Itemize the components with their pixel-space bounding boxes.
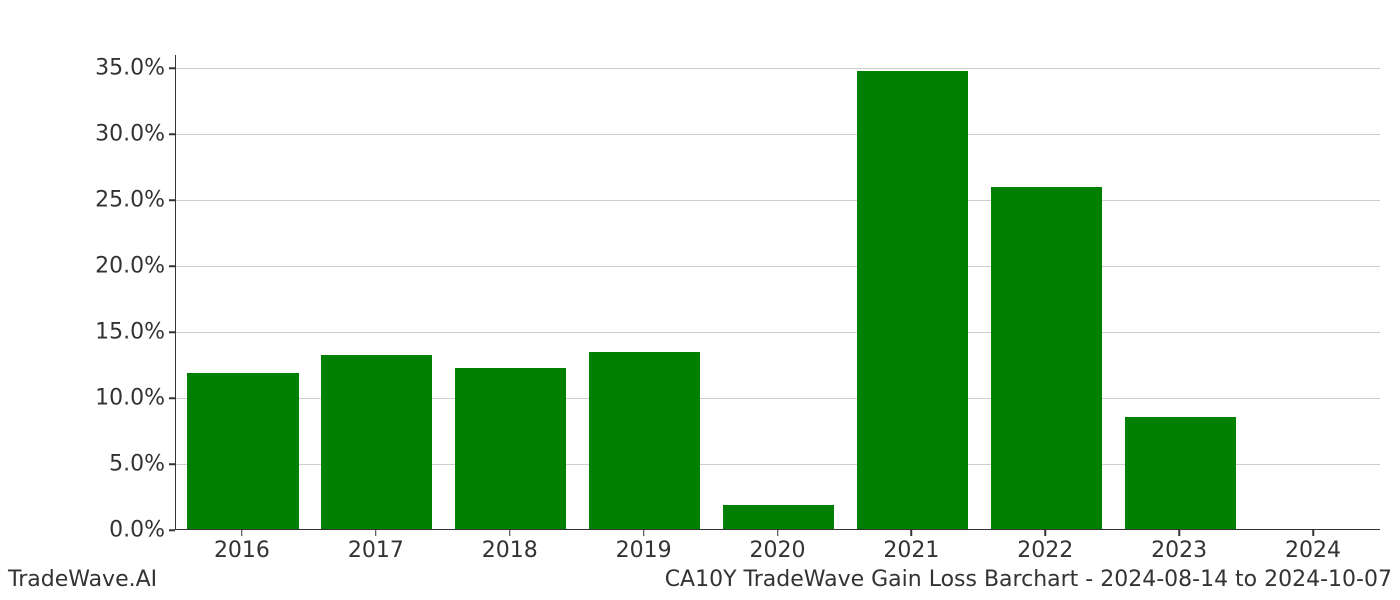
- x-tick-label: 2016: [214, 538, 270, 563]
- x-tick-label: 2023: [1151, 538, 1207, 563]
- bar: [1125, 417, 1236, 529]
- bar: [321, 355, 432, 529]
- x-tick-mark: [241, 530, 243, 536]
- x-tick-mark: [911, 530, 913, 536]
- y-tick-label: 20.0%: [95, 254, 165, 279]
- y-tick-mark: [169, 265, 175, 267]
- y-tick-mark: [169, 67, 175, 69]
- y-tick-label: 25.0%: [95, 188, 165, 213]
- gridline: [176, 68, 1380, 69]
- x-tick-mark: [1312, 530, 1314, 536]
- y-tick-label: 5.0%: [109, 452, 165, 477]
- x-tick-label: 2018: [482, 538, 538, 563]
- gridline: [176, 266, 1380, 267]
- bar: [723, 505, 834, 529]
- x-tick-label: 2020: [750, 538, 806, 563]
- plot-border: [175, 55, 1380, 530]
- y-tick-label: 35.0%: [95, 56, 165, 81]
- y-tick-mark: [169, 463, 175, 465]
- bar: [857, 71, 968, 529]
- gridline: [176, 332, 1380, 333]
- footer-right-label: CA10Y TradeWave Gain Loss Barchart - 202…: [665, 567, 1392, 592]
- x-tick-mark: [375, 530, 377, 536]
- chart-plot-area: [175, 55, 1380, 530]
- gridline: [176, 134, 1380, 135]
- gridline: [176, 200, 1380, 201]
- x-tick-label: 2017: [348, 538, 404, 563]
- bar: [187, 373, 298, 529]
- footer-left-label: TradeWave.AI: [8, 567, 157, 592]
- x-tick-label: 2024: [1285, 538, 1341, 563]
- x-tick-mark: [777, 530, 779, 536]
- x-tick-label: 2019: [616, 538, 672, 563]
- x-tick-label: 2021: [883, 538, 939, 563]
- y-tick-label: 10.0%: [95, 386, 165, 411]
- x-tick-mark: [1045, 530, 1047, 536]
- y-tick-label: 0.0%: [109, 518, 165, 543]
- bar: [991, 187, 1102, 529]
- x-tick-mark: [509, 530, 511, 536]
- y-tick-label: 30.0%: [95, 122, 165, 147]
- x-tick-mark: [1178, 530, 1180, 536]
- y-tick-mark: [169, 397, 175, 399]
- y-tick-mark: [169, 331, 175, 333]
- bar: [455, 368, 566, 529]
- y-tick-mark: [169, 199, 175, 201]
- x-tick-mark: [643, 530, 645, 536]
- y-tick-mark: [169, 133, 175, 135]
- y-tick-label: 15.0%: [95, 320, 165, 345]
- bar: [589, 352, 700, 529]
- x-tick-label: 2022: [1017, 538, 1073, 563]
- y-tick-mark: [169, 529, 175, 531]
